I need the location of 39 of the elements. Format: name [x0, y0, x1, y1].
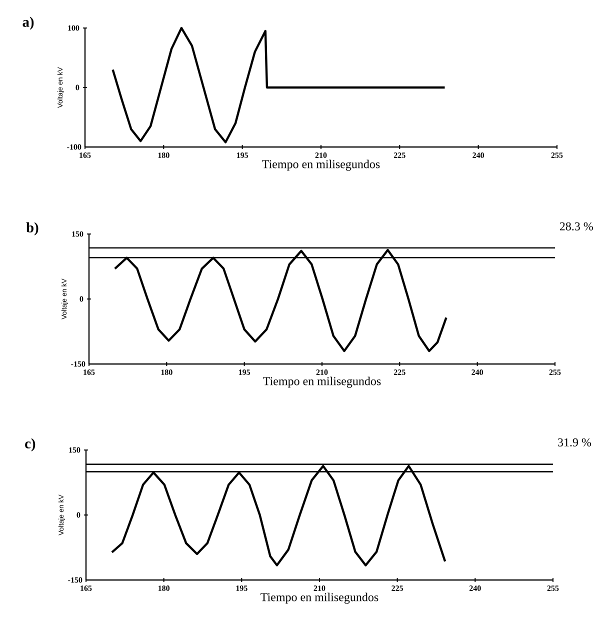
- x-tick-label: 210: [314, 586, 326, 591]
- y-tick-label: 150: [69, 447, 80, 453]
- x-tick-label: 165: [80, 586, 92, 591]
- x-tick-label: 195: [236, 586, 248, 591]
- y-tick-label: 0: [76, 512, 80, 518]
- x-tick-label: 180: [161, 370, 172, 375]
- y-tick-label: 100: [68, 25, 80, 31]
- y-tick-label: 150: [72, 231, 84, 237]
- chart-title: a): [22, 16, 34, 30]
- x-tick-label: 225: [394, 370, 406, 375]
- x-tick-label: 240: [472, 152, 484, 158]
- y-tick-label: 0: [76, 84, 80, 90]
- line-series: [112, 26, 446, 144]
- x-tick-label: 240: [469, 586, 481, 591]
- x-tick-label: 165: [84, 370, 95, 375]
- x-tick-label: 210: [316, 370, 328, 375]
- x-tick-label: 225: [392, 586, 404, 591]
- chart-title: c): [25, 438, 36, 452]
- x-tick-label: 225: [394, 152, 406, 158]
- x-axis-title: Tiempo en milisegundos: [263, 376, 381, 388]
- x-tick-label: 255: [551, 152, 563, 158]
- y-tick-label: 0: [80, 296, 84, 302]
- chart-title: b): [26, 222, 38, 236]
- x-tick-label: 180: [158, 152, 170, 158]
- x-tick-label: 180: [158, 586, 170, 591]
- y-tick-label: -150: [68, 577, 82, 583]
- y-tick-label: -150: [71, 361, 86, 367]
- text: 31.9 %: [558, 438, 592, 446]
- x-axis-title: Tiempo en milisegundos: [262, 160, 380, 171]
- x-tick-label: 240: [472, 370, 484, 375]
- text: 28.3 %: [560, 222, 593, 230]
- x-tick-label: 210: [315, 152, 327, 158]
- x-tick-label: 195: [238, 370, 250, 375]
- x-tick-label: 255: [549, 370, 561, 375]
- x-tick-label: 195: [236, 152, 248, 158]
- x-axis-title: Tiempo en milisegundos: [260, 592, 378, 604]
- x-tick-label: 255: [547, 586, 559, 591]
- y-tick-label: -100: [67, 144, 82, 150]
- x-tick-label: 165: [80, 152, 91, 158]
